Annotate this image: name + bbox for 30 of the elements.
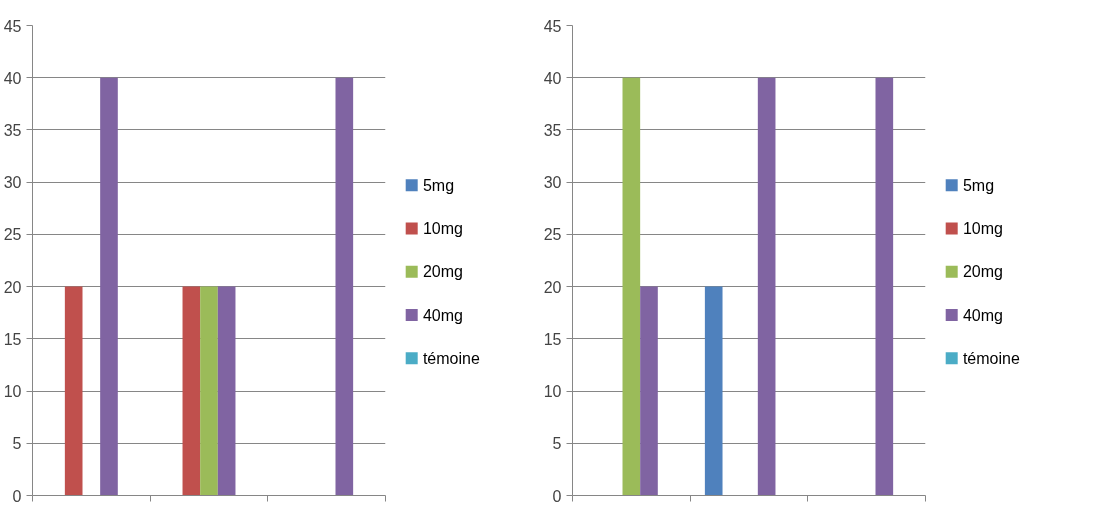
- legend-label: 20mg: [422, 263, 463, 281]
- y-tick-label: 15: [543, 330, 562, 348]
- y-tick-label: 35: [3, 121, 22, 139]
- legend-label: 20mg: [962, 263, 1003, 281]
- y-tick-label: 0: [12, 487, 22, 505]
- y-tick-label: 5: [12, 435, 22, 453]
- y-tick-label: 20: [543, 278, 562, 296]
- legend-label: 5mg: [962, 176, 995, 194]
- y-tick-label: 45: [543, 17, 562, 35]
- y-tick-label: 35: [543, 121, 562, 139]
- legend-label: 5mg: [422, 176, 455, 194]
- legend-label: 40mg: [422, 306, 463, 324]
- y-tick-label: 40: [543, 69, 562, 87]
- legend-label: témoine: [962, 349, 1020, 367]
- legend-label: témoine: [422, 349, 480, 367]
- legend-label: 10mg: [422, 220, 463, 238]
- y-tick-label: 5: [552, 435, 562, 453]
- y-tick-label: 45: [3, 17, 22, 35]
- y-tick-label: 20: [3, 278, 22, 296]
- y-tick-label: 40: [3, 69, 22, 87]
- y-tick-label: 15: [3, 330, 22, 348]
- y-tick-label: 0: [552, 487, 562, 505]
- legend-label: 10mg: [962, 220, 1003, 238]
- y-tick-label: 30: [543, 174, 562, 192]
- y-tick-label: 30: [3, 174, 22, 192]
- y-tick-label: 25: [543, 226, 562, 244]
- y-tick-label: 10: [543, 383, 562, 401]
- legend-label: 40mg: [962, 306, 1003, 324]
- y-tick-label: 10: [3, 383, 22, 401]
- y-tick-label: 25: [3, 226, 22, 244]
